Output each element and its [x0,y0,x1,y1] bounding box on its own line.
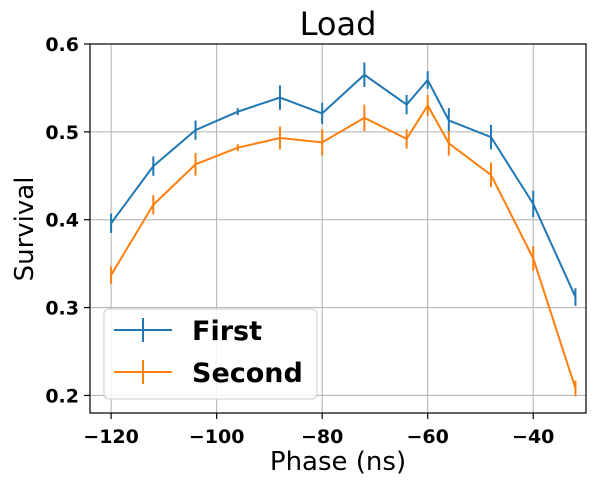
data-point [194,129,197,132]
legend-entry-first: First [114,316,262,347]
data-point [152,203,155,206]
x-tick-label: −80 [301,426,343,448]
x-tick-label: −60 [407,426,449,448]
x-tick-label: −40 [512,426,554,448]
data-point [447,119,450,122]
data-point [321,141,324,144]
plot-frame [89,43,587,414]
data-point [574,387,577,390]
data-point [278,96,281,99]
series-line [110,73,577,298]
y-tick-label: 0.2 [45,385,79,407]
data-point [236,146,239,149]
y-tick-label: 0.5 [45,122,79,144]
legend-entry-second: Second [114,358,303,389]
legend-label-first: First [192,316,262,347]
data-point [194,163,197,166]
data-point [405,103,408,106]
y-tick-label: 0.4 [45,210,79,232]
legend-label-second: Second [192,358,303,389]
data-point [574,296,577,299]
x-axis-label: Phase (ns) [270,447,406,477]
series-1 [110,94,577,397]
data-point [278,137,281,140]
data-point [490,136,493,139]
legend: First Second [103,308,318,400]
series-0 [110,62,577,306]
data-point [321,112,324,115]
data-point [110,222,113,225]
plot-series [110,62,577,397]
x-tick-label: −120 [83,426,139,448]
legend-box [103,308,318,400]
data-point [532,257,535,260]
data-point [532,202,535,205]
data-point [490,173,493,176]
y-tick-label: 0.3 [45,298,79,320]
axis-ticks: −120 −100 −80 −60 −40 0.2 0.3 0.4 0.5 0.6 [45,34,554,448]
x-tick-label: −100 [189,426,245,448]
y-axis-label: Survival [10,177,40,282]
data-point [236,110,239,113]
y-tick-label: 0.6 [45,34,79,56]
data-point [363,73,366,76]
chart-title: Load [300,5,377,43]
data-point [426,79,429,82]
data-point [110,274,113,277]
data-point [363,116,366,119]
data-point [152,165,155,168]
data-point [447,142,450,145]
data-point [426,104,429,107]
data-point [405,137,408,140]
